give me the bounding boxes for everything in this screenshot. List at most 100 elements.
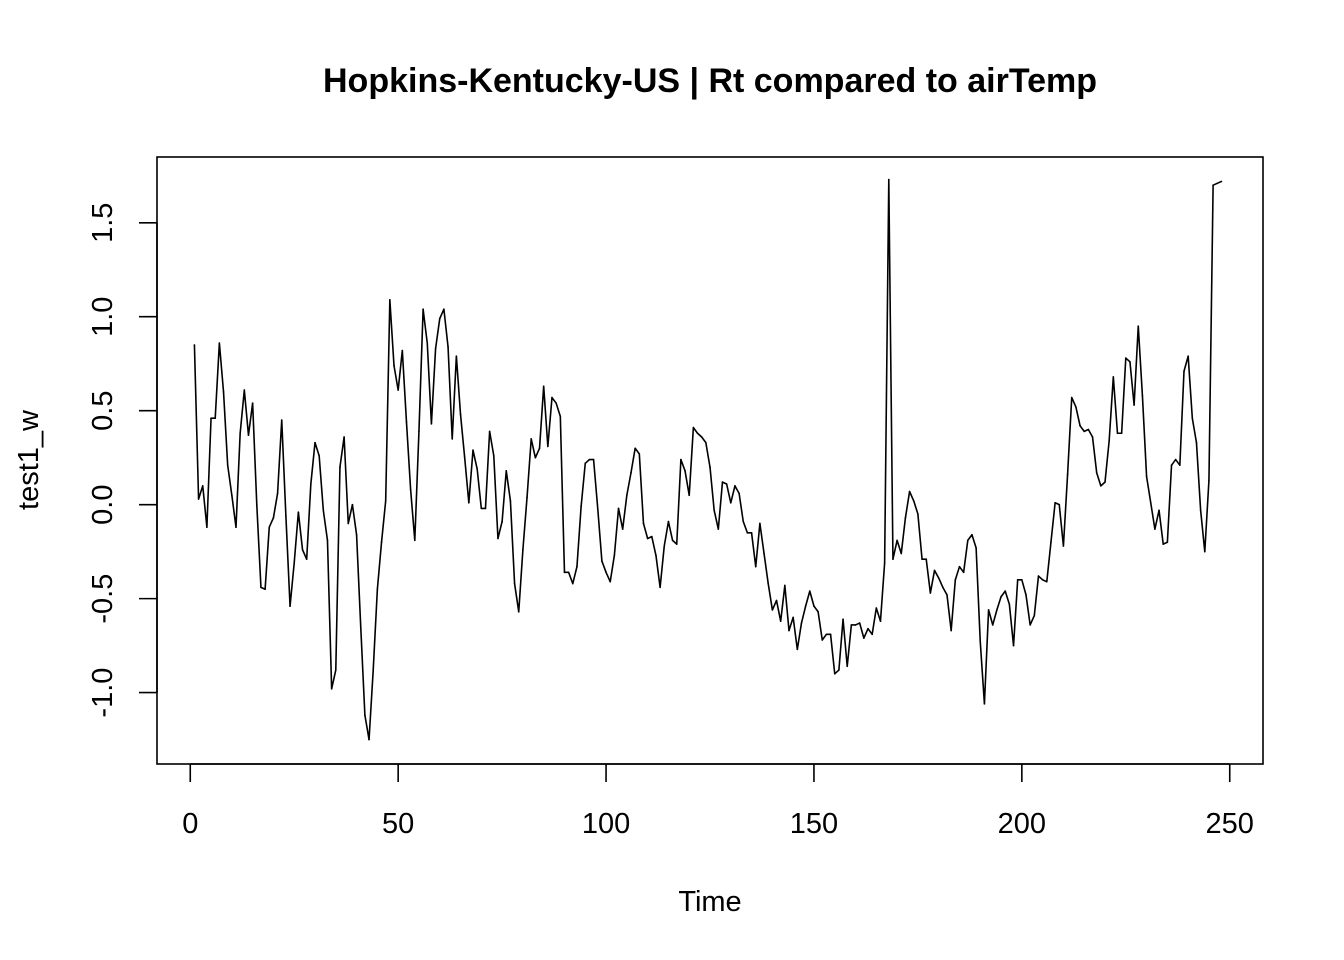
data-point (272, 517, 275, 519)
plot-frame (156, 156, 1264, 765)
data-point (1116, 432, 1119, 435)
data-point (725, 483, 728, 485)
data-point (1112, 376, 1115, 378)
data-point (492, 455, 495, 457)
data-point (509, 500, 512, 502)
data-point (975, 547, 977, 549)
data-point (526, 496, 528, 498)
data-point (401, 349, 404, 352)
data-point (330, 688, 333, 690)
data-point (971, 533, 973, 536)
data-point (1087, 428, 1090, 431)
data-point (247, 434, 250, 436)
data-point (268, 526, 271, 529)
x-tick-label: 150 (790, 808, 838, 840)
data-point (576, 565, 578, 568)
data-point (285, 515, 287, 517)
data-point (276, 492, 279, 495)
data-point (962, 571, 965, 574)
data-point (422, 308, 424, 311)
data-point (1075, 406, 1077, 408)
data-point (908, 490, 911, 493)
data-point (958, 565, 961, 568)
data-point (1212, 184, 1214, 186)
data-point (796, 648, 799, 651)
data-point (601, 560, 603, 562)
data-point (563, 571, 566, 574)
data-point (634, 447, 636, 450)
data-point (547, 445, 549, 448)
data-point (875, 607, 878, 609)
data-point (339, 466, 341, 468)
data-point (584, 462, 587, 465)
data-point (1166, 541, 1169, 544)
y-tick-label: 0.5 (87, 391, 119, 431)
data-point (987, 609, 990, 611)
data-point (1145, 475, 1148, 478)
data-point (1170, 464, 1173, 467)
data-points (193, 178, 1223, 741)
data-point (555, 402, 557, 404)
data-point (397, 389, 399, 391)
data-point (1154, 528, 1156, 530)
data-point (1141, 394, 1144, 397)
data-point (991, 624, 994, 626)
data-point (713, 509, 715, 512)
data-point (1029, 624, 1031, 626)
x-tick-label: 50 (382, 808, 414, 840)
data-point (613, 554, 616, 557)
data-point (210, 417, 212, 420)
data-point (293, 562, 296, 564)
data-point (1104, 481, 1106, 483)
data-point (663, 545, 666, 547)
data-point (954, 579, 957, 581)
data-point (438, 317, 441, 320)
data-point (596, 507, 599, 510)
data-point (1083, 430, 1086, 433)
data-point (1016, 579, 1019, 581)
data-point (522, 548, 524, 551)
data-point (501, 520, 503, 523)
data-point (771, 609, 774, 611)
data-point (659, 586, 661, 589)
data-point (376, 588, 379, 591)
data-point (929, 592, 932, 594)
data-point (1079, 424, 1081, 427)
x-tick-label: 200 (998, 808, 1046, 840)
x-tick-label: 0 (182, 808, 198, 840)
data-point (389, 299, 391, 301)
data-point (917, 513, 919, 515)
data-point (879, 620, 882, 622)
data-point (1220, 180, 1223, 183)
data-point (867, 627, 869, 630)
data-point (355, 533, 358, 536)
data-point (784, 584, 786, 587)
data-point (904, 517, 907, 519)
data-point (497, 537, 499, 540)
data-point (788, 629, 790, 632)
data-point (214, 417, 217, 420)
data-point (551, 396, 553, 399)
data-point (1133, 404, 1135, 406)
data-point (754, 565, 757, 568)
data-point (750, 532, 753, 534)
x-tick-label: 100 (582, 808, 630, 840)
data-point (459, 413, 462, 416)
data-point (887, 178, 890, 181)
x-axis: 0 50 100 150 200 250 (182, 763, 1254, 840)
y-tick-label: 1.5 (87, 203, 119, 243)
data-point (738, 492, 740, 495)
data-point (1174, 458, 1177, 461)
data-point (933, 569, 936, 572)
data-point (846, 665, 849, 668)
data-point (480, 507, 483, 510)
data-point (451, 438, 454, 440)
data-point (979, 641, 982, 643)
data-point (372, 669, 375, 671)
data-point (1108, 439, 1110, 442)
data-point (264, 588, 266, 591)
data-point (700, 436, 703, 438)
data-point (883, 562, 886, 564)
data-point (443, 308, 445, 311)
data-point (688, 494, 691, 497)
